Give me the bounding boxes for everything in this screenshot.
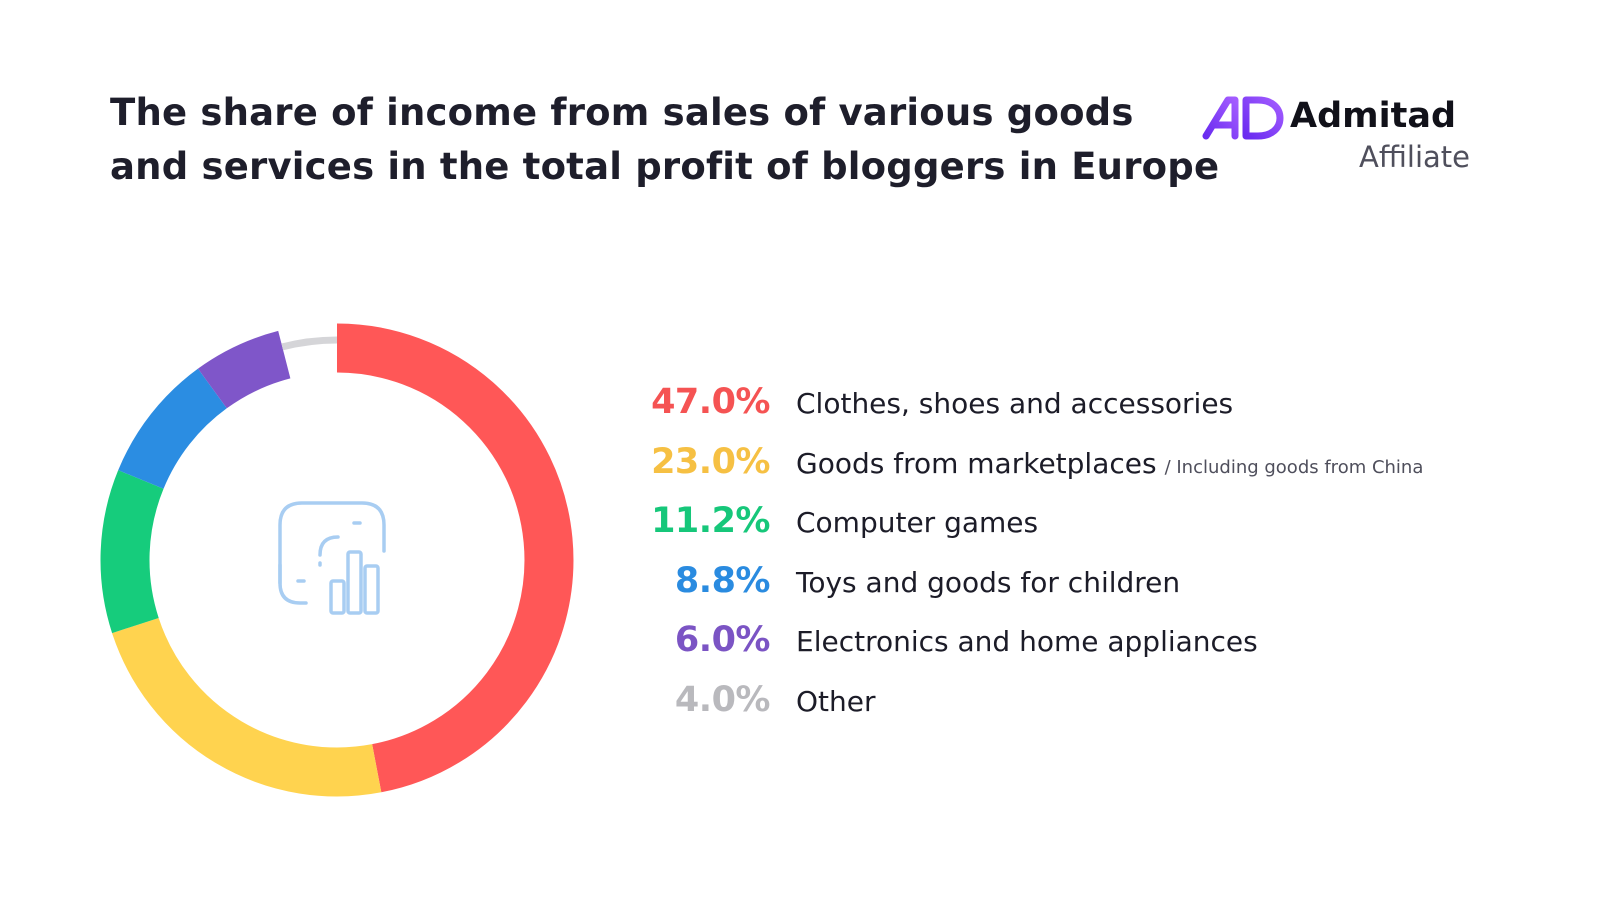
legend-item: 8.8% Toys and goods for children xyxy=(630,561,1530,621)
legend-percent: 6.0% xyxy=(674,620,771,660)
chart-title-line-2: and services in the total profit of blog… xyxy=(110,145,1220,188)
brand-subtitle: Affiliate xyxy=(1359,140,1470,174)
legend-item: 47.0% Clothes, shoes and accessories xyxy=(630,382,1530,442)
donut-slice-2 xyxy=(112,617,382,797)
legend-item: 23.0% Goods from marketplaces / Includin… xyxy=(630,442,1530,502)
legend-percent: 47.0% xyxy=(651,382,770,422)
donut-chart xyxy=(92,315,582,805)
legend-percent: 23.0% xyxy=(651,441,770,482)
legend-note: / Including goods from China xyxy=(1164,456,1424,478)
legend-percent: 8.8% xyxy=(674,560,771,601)
legend-percent: 11.2% xyxy=(651,501,770,541)
legend-label: Clothes, shoes and accessories xyxy=(796,387,1234,420)
chart-legend: 47.0% Clothes, shoes and accessories 23.… xyxy=(630,382,1530,739)
donut-slice-6 xyxy=(281,336,338,351)
legend-label: Goods from marketplaces xyxy=(796,446,1157,480)
chart-title-line-1: The share of income from sales of variou… xyxy=(110,91,1134,134)
legend-percent: 4.0% xyxy=(674,679,771,720)
donut-slice-4 xyxy=(118,368,228,490)
legend-label: Computer games xyxy=(796,506,1039,539)
legend-item: 11.2% Computer games xyxy=(630,501,1530,561)
legend-label: Other xyxy=(796,684,876,718)
legend-label: Toys and goods for children xyxy=(796,565,1181,599)
legend-item: 4.0% Other xyxy=(630,680,1530,740)
admitad-logo-icon xyxy=(1202,96,1284,140)
donut-slice-1 xyxy=(336,323,574,793)
brand-block: Admitad Affiliate xyxy=(1202,92,1472,182)
legend-item: 6.0% Electronics and home appliances xyxy=(630,620,1530,680)
donut-slice-3 xyxy=(100,470,164,634)
donut-slice-5 xyxy=(197,330,291,409)
chart-analytics-icon xyxy=(278,501,386,615)
legend-label: Electronics and home appliances xyxy=(796,625,1258,658)
chart-title: The share of income from sales of variou… xyxy=(110,86,1220,194)
brand-name: Admitad xyxy=(1290,96,1457,136)
donut-chart-svg xyxy=(100,323,574,797)
